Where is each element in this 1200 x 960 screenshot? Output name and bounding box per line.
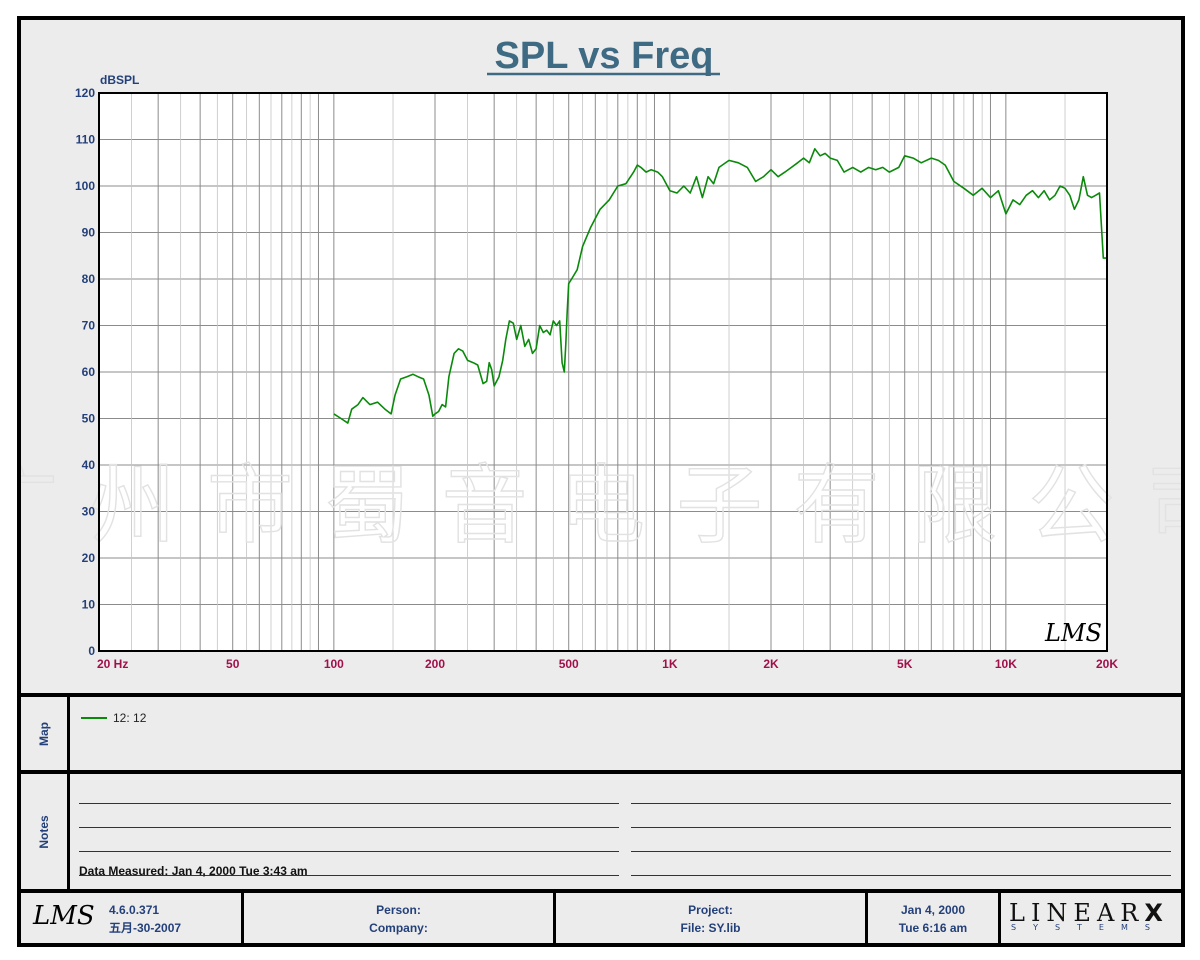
x-tick-label: 1K: [662, 657, 678, 671]
note-line: [631, 875, 1171, 876]
y-tick-label: 40: [82, 458, 96, 472]
note-line: [631, 827, 1171, 828]
report-frame: SPL vs Freq dBSPL 广 州 市 蜀 音 电 子 有 限 公 司 …: [17, 16, 1185, 947]
y-axis-label: dBSPL: [100, 73, 139, 87]
y-tick-label: 70: [82, 319, 96, 333]
y-ticks: 0 10 20 30 40 50 60 70 80 90 100 110 120: [75, 86, 95, 658]
notes-label: Notes: [37, 814, 51, 849]
brand-sub: SYSTEMS: [1011, 923, 1167, 932]
y-tick-label: 10: [82, 598, 96, 612]
legend-item: 12: 12: [81, 711, 146, 725]
brand-text: LINEAR: [1009, 899, 1145, 927]
spl-chart: SPL vs Freq dBSPL 广 州 市 蜀 音 电 子 有 限 公 司 …: [21, 35, 1181, 671]
y-tick-label: 50: [82, 412, 96, 426]
x-tick-label: 100: [324, 657, 344, 671]
x-tick-label: 20 Hz: [97, 657, 128, 671]
footer-date-block: Jan 4, 2000 Tue 6:16 am: [868, 901, 998, 937]
footer-date: Jan 4, 2000: [900, 903, 966, 917]
plot-border: [98, 92, 1108, 652]
footer-person-cell: Person: Company:: [244, 893, 556, 943]
map-label-cell: Map: [21, 697, 70, 770]
footer-lms-logo: LMS: [33, 901, 95, 931]
notes-section: Notes Data Measured: Jan 4, 2000 Tue 3:4…: [21, 774, 1181, 893]
brand-x: X: [1144, 899, 1169, 927]
footer-company: Company:: [369, 921, 428, 935]
chart-section: SPL vs Freq dBSPL 广 州 市 蜀 音 电 子 有 限 公 司 …: [21, 20, 1181, 697]
y-tick-label: 100: [75, 179, 95, 193]
y-tick-label: 80: [82, 272, 96, 286]
notes-label-cell: Notes: [21, 774, 70, 889]
y-tick-label: 30: [82, 505, 96, 519]
note-line: [79, 875, 619, 876]
footer-project-block: Project: File: SY.lib: [556, 901, 865, 937]
footer-project: Project:: [688, 903, 733, 917]
y-tick-label: 90: [82, 226, 96, 240]
chart-title: SPL vs Freq: [495, 35, 714, 77]
note-line: [79, 827, 619, 828]
footer-brand-cell: LINEARX SYSTEMS: [1001, 893, 1181, 943]
x-tick-label: 500: [559, 657, 579, 671]
footer-version-block: 4.6.0.371 五月-30-2007: [109, 901, 181, 937]
footer-person-block: Person: Company:: [244, 901, 553, 937]
x-ticks: 20 Hz 50 100 200 500 1K 2K 5K 10K 20K: [97, 657, 1118, 671]
x-tick-label: 10K: [995, 657, 1017, 671]
note-line: [79, 851, 619, 852]
map-section: Map 12: 12: [21, 697, 1181, 774]
footer-date-cell: Jan 4, 2000 Tue 6:16 am: [868, 893, 1001, 943]
note-line: [631, 851, 1171, 852]
series-line: [333, 148, 1107, 424]
note-line: [631, 803, 1171, 804]
footer-section: LMS 4.6.0.371 五月-30-2007 Person: Company…: [21, 893, 1181, 943]
footer-build-date: 五月-30-2007: [109, 921, 182, 935]
y-tick-label: 20: [82, 551, 96, 565]
legend-swatch: [81, 717, 107, 719]
y-tick-label: 0: [88, 644, 95, 658]
y-tick-label: 60: [82, 365, 96, 379]
x-tick-label: 20K: [1096, 657, 1118, 671]
x-tick-label: 200: [425, 657, 445, 671]
footer-version: 4.6.0.371: [109, 903, 160, 917]
map-label: Map: [37, 721, 51, 746]
linearx-logo: LINEARX: [1009, 899, 1169, 927]
x-tick-label: 5K: [897, 657, 913, 671]
footer-project-cell: Project: File: SY.lib: [556, 893, 868, 943]
x-tick-label: 50: [226, 657, 240, 671]
footer-file: File: SY.lib: [680, 921, 741, 935]
series-layer: [333, 148, 1107, 424]
footer-version-cell: LMS 4.6.0.371 五月-30-2007: [21, 893, 244, 943]
y-tick-label: 120: [75, 86, 95, 100]
footer-person: Person:: [376, 903, 421, 917]
watermark: 广 州 市 蜀 音 电 子 有 限 公 司: [21, 456, 1181, 556]
legend-label: 12: 12: [113, 711, 147, 725]
note-line: [79, 803, 619, 804]
y-tick-label: 110: [76, 133, 96, 147]
grid: [98, 92, 1108, 652]
footer-time: Tue 6:16 am: [898, 921, 968, 935]
lms-logo: LMS: [1044, 619, 1102, 647]
data-measured: Data Measured: Jan 4, 2000 Tue 3:43 am: [79, 864, 308, 878]
x-tick-label: 2K: [763, 657, 779, 671]
